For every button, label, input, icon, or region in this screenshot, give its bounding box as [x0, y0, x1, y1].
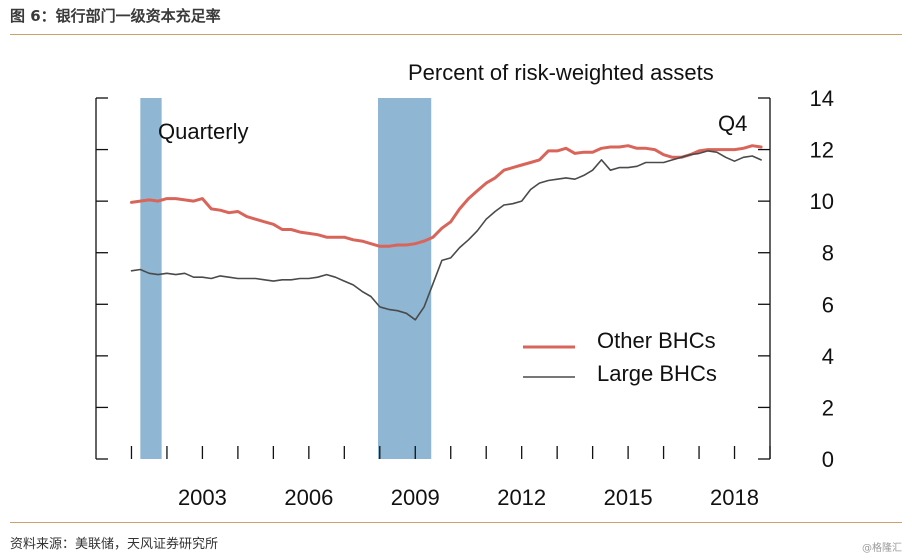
watermark: @格隆汇 [862, 543, 902, 554]
x-tick-label-2009: 2009 [391, 485, 440, 510]
chart: 0 2 4 6 8 10 12 14 2003 2006 2009 2012 2015 2018 Perc… [95, 60, 834, 510]
source-note: 资料来源：美联储，天风证券研究所 [10, 537, 219, 552]
y-tick-label-0: 0 [822, 447, 834, 472]
x-tick-label-2006: 2006 [284, 485, 333, 510]
x-tick-label-2015: 2015 [604, 485, 653, 510]
figure-title: 图 6：银行部门一级资本充足率 [10, 7, 221, 25]
y-tick-label-12: 12 [810, 138, 834, 163]
y-tick-label-6: 6 [822, 292, 834, 317]
recession-band-0 [140, 98, 162, 459]
chart-title: Percent of risk-weighted assets [408, 60, 714, 85]
frequency-note: Quarterly [158, 119, 248, 144]
recession-band-1 [378, 98, 432, 459]
top-divider [10, 34, 902, 35]
x-tick-label-2003: 2003 [178, 485, 227, 510]
y-tick-label-10: 10 [810, 189, 834, 214]
chart-axes: 0 2 4 6 8 10 12 14 2003 2006 2009 2012 2015 2018 [95, 86, 834, 510]
y-tick-label-2: 2 [822, 395, 834, 420]
x-tick-label-2018: 2018 [710, 485, 759, 510]
end-note: Q4 [718, 111, 747, 136]
y-tick-label-8: 8 [822, 241, 834, 266]
y-tick-label-4: 4 [822, 344, 834, 369]
series-line-large-bhcs [130, 150, 762, 321]
series-line-other-bhcs [130, 144, 763, 248]
legend-label-large-bhcs: Large BHCs [597, 361, 717, 386]
bottom-divider [10, 522, 902, 523]
legend: Other BHCs Large BHCs [523, 328, 717, 386]
chart-series [130, 144, 763, 321]
y-tick-label-14: 14 [810, 86, 834, 111]
x-tick-label-2012: 2012 [497, 485, 546, 510]
recession-shading [140, 98, 432, 459]
legend-label-other-bhcs: Other BHCs [597, 328, 716, 353]
